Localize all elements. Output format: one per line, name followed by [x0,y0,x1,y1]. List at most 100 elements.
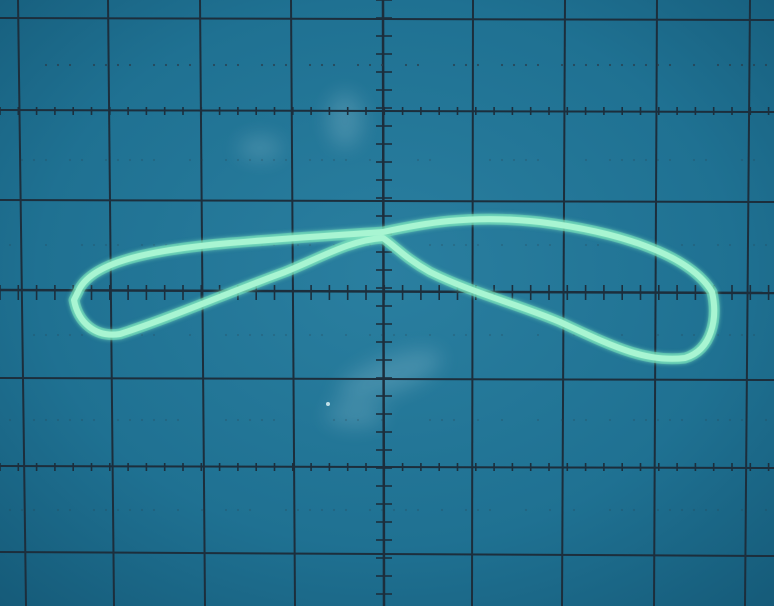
graticule-dot [345,419,347,421]
graticule-dot [153,159,155,161]
graticule-dot [189,159,191,161]
graticule-dot [729,419,731,421]
graticule-dot [129,159,131,161]
graticule-dot [393,509,395,511]
graticule-dot [609,509,611,511]
graticule-dot [33,334,35,336]
graticule-dot [321,509,323,511]
graticule-dot [477,244,479,246]
graticule-dot [201,509,203,511]
graticule-dot [621,159,623,161]
graticule-dot [285,509,287,511]
graticule-dot [105,64,107,66]
graticule-dot [333,64,335,66]
graticule-dot [129,509,131,511]
graticule-dot [441,509,443,511]
graticule-dot [537,419,539,421]
graticule-dot [681,334,683,336]
graticule-dot [657,334,659,336]
graticule-dot [729,64,731,66]
graticule-dot [669,64,671,66]
graticule-dot [9,509,11,511]
graticule-dot [753,159,755,161]
graticule-dot [237,334,239,336]
graticule-dot [45,334,47,336]
graticule-dot [93,244,95,246]
graticule-dot [489,509,491,511]
graticule-dot [741,64,743,66]
graticule-dot [741,159,743,161]
graticule-dot [633,509,635,511]
graticule-dot [297,509,299,511]
graticule-dot [117,244,119,246]
graticule-dot [153,64,155,66]
graticule-dot [465,64,467,66]
graticule-dot [693,509,695,511]
graticule-dot [573,64,575,66]
graticule-dot [669,509,671,511]
graticule-dot [513,159,515,161]
graticule-dot [369,334,371,336]
graticule-dot [465,509,467,511]
graticule-dot [621,509,623,511]
graticule-dot [381,419,383,421]
graticule-dot [225,509,227,511]
graticule-dot [573,509,575,511]
graticule-dot [33,509,35,511]
graticule-dot [9,419,11,421]
graticule-dot [369,509,371,511]
graticule-dot [201,159,203,161]
graticule-dot [597,64,599,66]
graticule-dot [141,419,143,421]
graticule-dot [261,419,263,421]
graticule-dot [273,64,275,66]
graticule-dot [717,509,719,511]
graticule-dot [249,419,251,421]
graticule-dot [261,334,263,336]
graticule-dot [249,509,251,511]
graticule-dot [309,334,311,336]
graticule-dot [429,334,431,336]
graticule-dot [681,419,683,421]
graticule-dot [585,419,587,421]
graticule-dot [489,159,491,161]
graticule-dot [249,159,251,161]
graticule-dot [309,244,311,246]
graticule-dot [249,334,251,336]
graticule-dot [93,64,95,66]
graticule-dot [45,64,47,66]
graticule-dot [753,244,755,246]
graticule-dot [297,244,299,246]
graticule-dot [669,159,671,161]
graticule-dot [21,159,23,161]
graticule-dot [117,419,119,421]
graticule-dot [309,64,311,66]
graticule-dot [717,334,719,336]
graticule-dot [45,419,47,421]
graticule-dot [285,159,287,161]
graticule-dot [693,334,695,336]
graticule-dot [369,64,371,66]
graticule-dot [153,509,155,511]
graticule-dot [537,334,539,336]
graticule-dot [189,64,191,66]
graticule-dot [153,244,155,246]
graticule-dot [141,159,143,161]
graticule-dot [669,419,671,421]
graticule-dot [633,64,635,66]
graticule-dot [225,334,227,336]
graticule-dot [225,159,227,161]
graticule-dot [321,334,323,336]
graticule-dot [609,64,611,66]
graticule-dot [585,64,587,66]
graticule-dot [549,244,551,246]
graticule-dot [417,64,419,66]
graticule-dot [165,64,167,66]
graticule-dot [393,334,395,336]
graticule-dot [537,64,539,66]
graticule-dot [333,419,335,421]
graticule-dot [81,159,83,161]
graticule-dot [381,64,383,66]
graticule-dot [501,334,503,336]
